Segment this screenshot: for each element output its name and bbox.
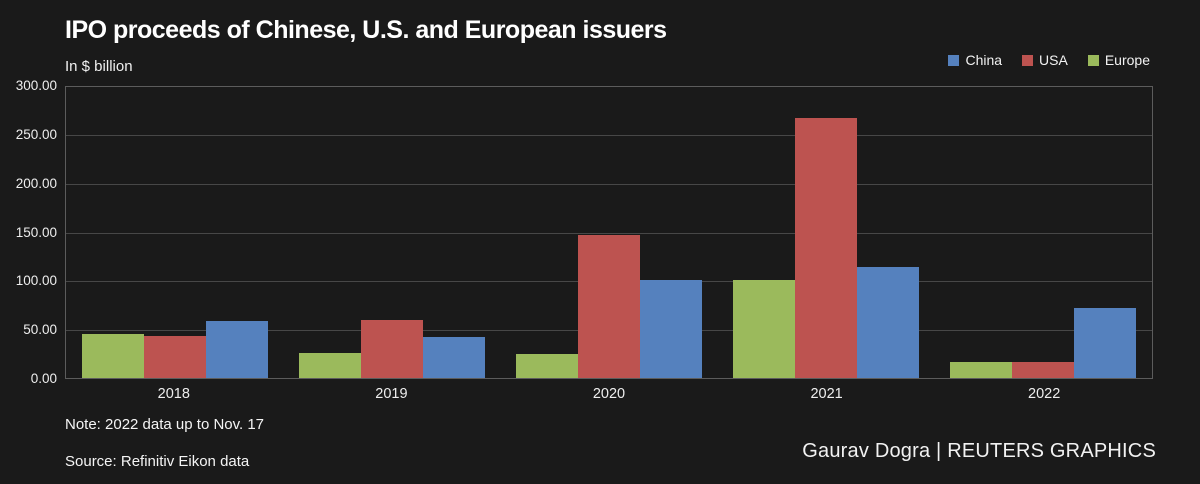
legend-swatch-europe xyxy=(1087,54,1099,66)
y-tick-label-0: 0.00 xyxy=(30,371,57,386)
legend-item-europe: Europe xyxy=(1087,52,1150,68)
gridline-250 xyxy=(66,134,1152,136)
x-tick-label-2021: 2021 xyxy=(810,386,843,402)
y-tick-label-100: 100.00 xyxy=(15,273,57,289)
bar-europe-2020 xyxy=(516,353,578,378)
bar-europe-2021 xyxy=(733,280,796,378)
gridline-200 xyxy=(66,183,1152,185)
bar-group-2022 xyxy=(935,87,1152,378)
bar-usa-2022 xyxy=(1012,361,1075,378)
bar-china-2021 xyxy=(857,267,920,378)
bar-china-2018 xyxy=(205,320,268,378)
source-text: Source: Refinitiv Eikon data xyxy=(65,453,250,470)
y-tick-label-250: 250.00 xyxy=(15,126,57,142)
credit-text: Gaurav Dogra | REUTERS GRAPHICS xyxy=(802,440,1156,462)
bar-groups xyxy=(66,87,1152,378)
bar-usa-2020 xyxy=(578,235,640,378)
bar-europe-2019 xyxy=(298,352,361,378)
legend-label: USA xyxy=(1039,52,1068,68)
y-tick-label-50: 50.00 xyxy=(23,322,57,338)
legend-item-china: China xyxy=(948,52,1002,68)
bar-group-2020 xyxy=(500,87,717,378)
legend-label: China xyxy=(965,52,1003,68)
chart-units-label: In $ billion xyxy=(65,58,133,75)
y-tick-label-200: 200.00 xyxy=(15,175,57,191)
plot-area xyxy=(65,86,1153,379)
x-tick-label-2018: 2018 xyxy=(157,386,190,402)
bar-china-2022 xyxy=(1074,308,1137,378)
bar-china-2019 xyxy=(422,337,485,378)
legend-item-usa: USA xyxy=(1022,52,1068,68)
bar-europe-2022 xyxy=(950,362,1013,378)
legend-swatch-usa xyxy=(1022,54,1034,66)
y-tick-label-150: 150.00 xyxy=(15,224,57,240)
bar-group-2021 xyxy=(718,87,935,378)
bar-usa-2018 xyxy=(143,336,206,378)
x-tick-label-2022: 2022 xyxy=(1028,386,1061,402)
gridline-150 xyxy=(66,232,1152,234)
x-tick-label-2020: 2020 xyxy=(592,386,626,402)
bar-usa-2021 xyxy=(795,118,858,378)
note-text: Note: 2022 data up to Nov. 17 xyxy=(65,416,265,433)
bar-group-2019 xyxy=(283,87,500,378)
legend: China USA Europe xyxy=(948,52,1150,68)
x-axis: 2018 2019 2020 2021 2022 xyxy=(65,386,1153,402)
legend-label: Europe xyxy=(1104,52,1150,68)
x-tick-label-2019: 2019 xyxy=(375,386,408,402)
chart-title: IPO proceeds of Chinese, U.S. and Europe… xyxy=(65,16,667,44)
bar-china-2020 xyxy=(640,280,702,378)
bar-europe-2018 xyxy=(81,334,144,378)
bar-usa-2019 xyxy=(360,319,423,378)
legend-swatch-china xyxy=(948,54,960,66)
y-tick-label-300: 300.00 xyxy=(15,78,57,93)
bar-group-2018 xyxy=(66,87,283,378)
